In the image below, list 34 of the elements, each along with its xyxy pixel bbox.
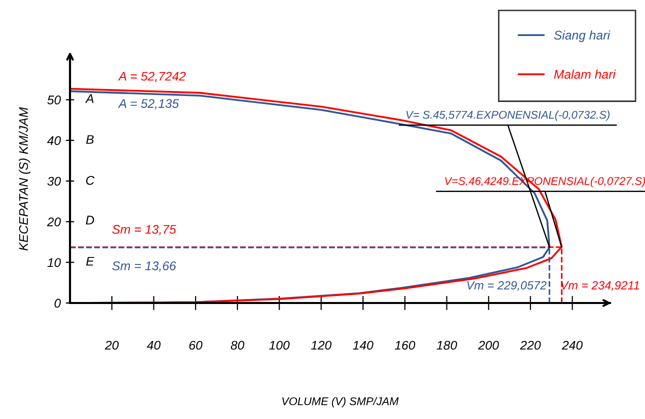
ref-line-label: Sm = 13,75 <box>112 224 176 236</box>
ref-line-label: Sm = 13,66 <box>112 261 176 272</box>
legend-label: Siang hari <box>554 30 610 42</box>
x-tick-label: 200 <box>478 340 499 350</box>
x-tick-label: 140 <box>352 340 374 350</box>
y-tick-label: 10 <box>47 258 61 267</box>
text: VOLUME (V) SMP/JAM <box>282 397 399 408</box>
annotation: D <box>86 216 94 224</box>
y-tick-label: 30 <box>47 176 61 186</box>
x-tick-label: 120 <box>311 340 332 350</box>
x-tick-label: 180 <box>436 340 458 350</box>
x-tick-label: 20 <box>104 340 119 350</box>
annotation: C <box>86 176 95 185</box>
annotation: V= S.45,5774.EXPONENSIAL(-0,0732.S) <box>406 110 610 121</box>
annotation: A = 52,7242 <box>118 72 186 82</box>
ref-line-label: Vm = 234,9211 <box>561 281 639 291</box>
y-tick-label: 40 <box>47 136 61 146</box>
x-tick-label: 60 <box>189 340 202 350</box>
annotation: E <box>86 256 94 266</box>
legend-label: Malam hari <box>554 70 616 79</box>
x-tick-label: 100 <box>269 340 290 350</box>
x-tick-label: 160 <box>394 340 416 350</box>
annotation: B <box>86 135 94 144</box>
x-tick-label: 40 <box>146 340 161 350</box>
y-tick-label: 0 <box>54 298 61 308</box>
x-tick-label: 80 <box>230 340 244 350</box>
x-tick-label: 220 <box>520 340 541 350</box>
annotation: A <box>85 94 94 103</box>
annotation: A = 52,135 <box>118 99 179 110</box>
y-tick-label: 20 <box>46 217 61 226</box>
x-tick-label: 240 <box>562 340 583 350</box>
y-axis-title: KECEPATAN (S) KM/JAM <box>18 107 30 251</box>
y-tick-label: 50 <box>47 96 61 104</box>
ref-line-label: Vm = 229,0572 <box>467 281 546 291</box>
